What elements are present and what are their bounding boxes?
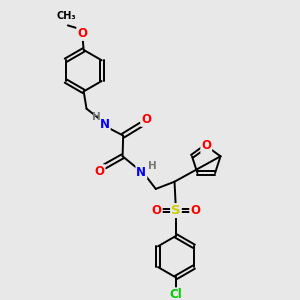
Text: O: O: [190, 204, 200, 217]
Text: N: N: [100, 118, 110, 130]
Text: S: S: [171, 204, 181, 217]
Text: H: H: [148, 161, 156, 171]
Text: O: O: [141, 113, 151, 126]
Text: O: O: [94, 165, 104, 178]
Text: O: O: [77, 27, 87, 40]
Text: O: O: [152, 204, 162, 217]
Text: Cl: Cl: [169, 288, 182, 300]
Text: N: N: [136, 166, 146, 179]
Text: O: O: [201, 140, 211, 152]
Text: H: H: [92, 112, 100, 122]
Text: CH₃: CH₃: [56, 11, 76, 21]
